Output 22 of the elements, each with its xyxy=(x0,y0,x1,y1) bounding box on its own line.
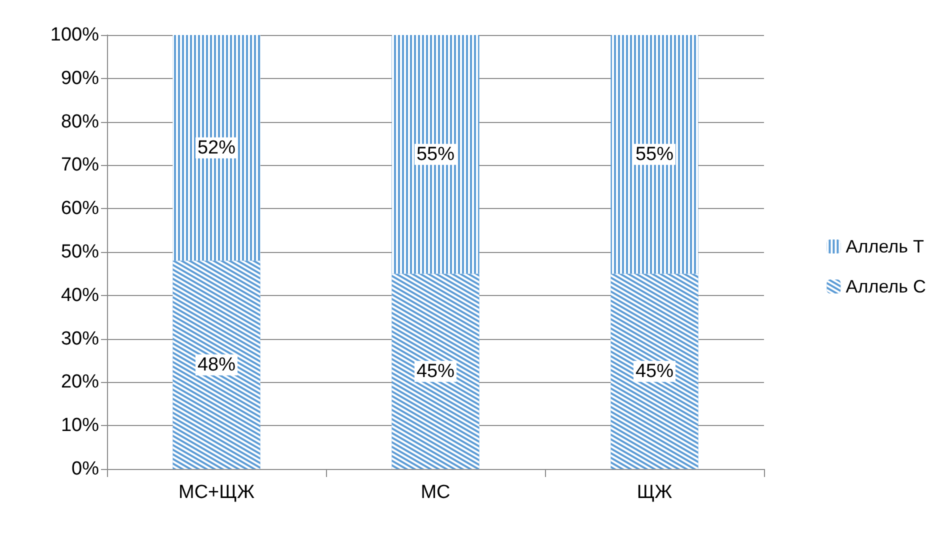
y-tick-label: 50% xyxy=(60,242,100,262)
y-tick-label: 60% xyxy=(60,198,100,220)
y-tick-label: 10% xyxy=(60,415,100,436)
data-label: 55% xyxy=(635,144,674,165)
legend-label: Аллель C xyxy=(846,276,926,296)
y-tick-label: 70% xyxy=(60,154,100,176)
data-label: 55% xyxy=(416,144,455,165)
data-label: 52% xyxy=(197,137,236,158)
y-tick-label: 30% xyxy=(60,328,100,350)
y-tick-label: 20% xyxy=(60,372,100,393)
y-tick-label: 90% xyxy=(60,68,100,89)
y-tick-label: 100% xyxy=(50,24,100,46)
x-tick-label: МС+ЩЖ xyxy=(178,482,255,503)
data-label: 45% xyxy=(416,360,455,382)
x-tick-label: ЩЖ xyxy=(636,482,673,503)
legend-label: Аллель T xyxy=(846,236,924,256)
y-tick-label: 40% xyxy=(60,284,100,306)
data-label: 45% xyxy=(635,360,674,382)
y-tick-label: 80% xyxy=(60,111,100,132)
y-tick-label: 0% xyxy=(72,458,100,480)
x-tick-label: МС xyxy=(420,482,450,503)
data-label: 48% xyxy=(197,354,236,376)
